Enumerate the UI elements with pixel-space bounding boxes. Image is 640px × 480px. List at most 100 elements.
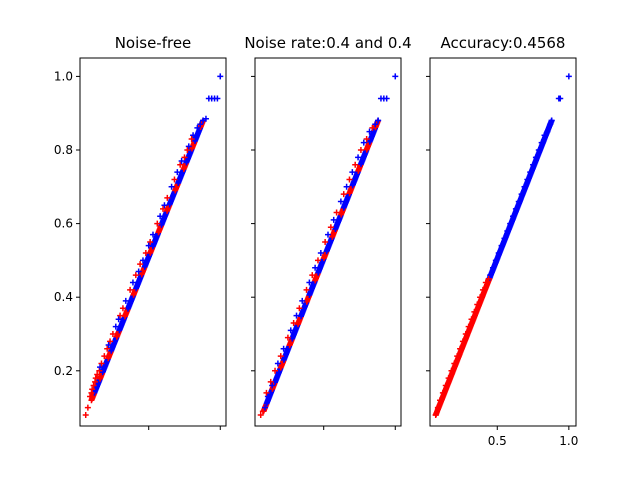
data-point	[269, 382, 276, 389]
subplot-1: Noise-free 0.2 0.4 0.6 0.8 1.0	[54, 34, 227, 430]
data-point	[322, 239, 329, 245]
data-point	[127, 286, 134, 293]
data-point	[92, 375, 99, 382]
data-point	[541, 132, 548, 139]
data-point	[264, 393, 271, 400]
y-tick-label: 0.6	[54, 217, 73, 231]
data-point	[565, 73, 572, 80]
data-point	[330, 216, 337, 223]
data-point	[471, 308, 478, 315]
data-point	[434, 404, 441, 411]
data-point	[296, 305, 303, 312]
data-point	[202, 115, 209, 122]
data-point	[535, 147, 542, 153]
y-tick-label: 0.4	[54, 290, 73, 304]
data-point	[492, 257, 499, 264]
data-point	[188, 135, 195, 142]
data-point	[548, 117, 555, 124]
data-point	[89, 386, 96, 393]
data-point	[357, 147, 364, 153]
data-point	[485, 275, 492, 282]
data-point	[97, 364, 104, 371]
data-point	[98, 360, 105, 367]
data-point	[482, 279, 489, 286]
data-point	[343, 183, 350, 190]
data-point	[129, 279, 136, 286]
data-point	[459, 338, 466, 345]
axes-frame	[79, 57, 227, 427]
data-point	[454, 353, 461, 360]
data-point	[299, 297, 306, 304]
plot-area	[257, 73, 399, 418]
data-point	[104, 345, 111, 352]
data-point	[303, 286, 310, 293]
data-point	[510, 213, 517, 220]
data-point	[164, 194, 171, 201]
data-point	[355, 154, 362, 161]
data-point	[142, 250, 149, 257]
data-point	[184, 147, 191, 153]
data-point	[137, 261, 144, 268]
data-point	[160, 205, 167, 212]
data-point	[366, 128, 373, 135]
data-point	[465, 323, 472, 330]
data-point	[477, 294, 484, 301]
data-point	[340, 191, 347, 198]
data-point	[457, 345, 464, 352]
data-point	[82, 411, 89, 418]
plot-area	[82, 73, 224, 418]
data-point	[547, 121, 554, 128]
data-point	[132, 272, 139, 279]
data-point	[498, 242, 505, 249]
data-point	[530, 161, 537, 168]
data-point	[190, 132, 197, 139]
data-point	[317, 250, 324, 257]
data-point	[527, 169, 534, 176]
data-point	[181, 154, 188, 161]
data-point	[87, 393, 94, 400]
data-point	[487, 272, 494, 279]
data-point	[501, 235, 508, 242]
data-point	[327, 224, 334, 231]
data-point	[284, 334, 291, 341]
data-point	[263, 389, 270, 396]
data-point	[309, 272, 316, 279]
data-point	[521, 183, 528, 190]
subplot-title: Noise-free	[115, 34, 192, 52]
data-point	[171, 176, 178, 183]
data-point	[168, 183, 175, 190]
data-point	[280, 345, 287, 352]
data-point	[94, 371, 101, 378]
x-tick-label: 0.5	[488, 434, 507, 448]
data-point	[277, 353, 284, 360]
data-point	[293, 312, 300, 319]
data-point	[468, 316, 475, 323]
data-point	[448, 367, 455, 374]
data-point	[346, 176, 353, 183]
data-point	[518, 191, 525, 198]
data-point	[445, 375, 452, 382]
data-point	[101, 353, 108, 360]
data-point	[479, 286, 486, 293]
plot-area	[432, 73, 572, 418]
data-point	[217, 73, 224, 80]
data-point	[154, 220, 161, 227]
data-point	[306, 279, 313, 286]
data-point	[515, 198, 522, 205]
data-point	[197, 121, 204, 128]
y-tick-label: 0.8	[54, 143, 73, 157]
data-point	[147, 239, 154, 245]
data-point	[84, 404, 91, 411]
data-point	[439, 389, 446, 396]
data-point	[349, 169, 356, 176]
data-point	[507, 220, 514, 227]
data-point	[360, 139, 367, 146]
data-point	[333, 209, 340, 216]
data-point	[432, 411, 439, 418]
data-point	[262, 404, 269, 411]
data-point	[375, 117, 382, 124]
data-point	[325, 231, 331, 238]
data-point	[177, 161, 184, 168]
data-point	[115, 316, 122, 323]
data-point	[504, 227, 511, 234]
